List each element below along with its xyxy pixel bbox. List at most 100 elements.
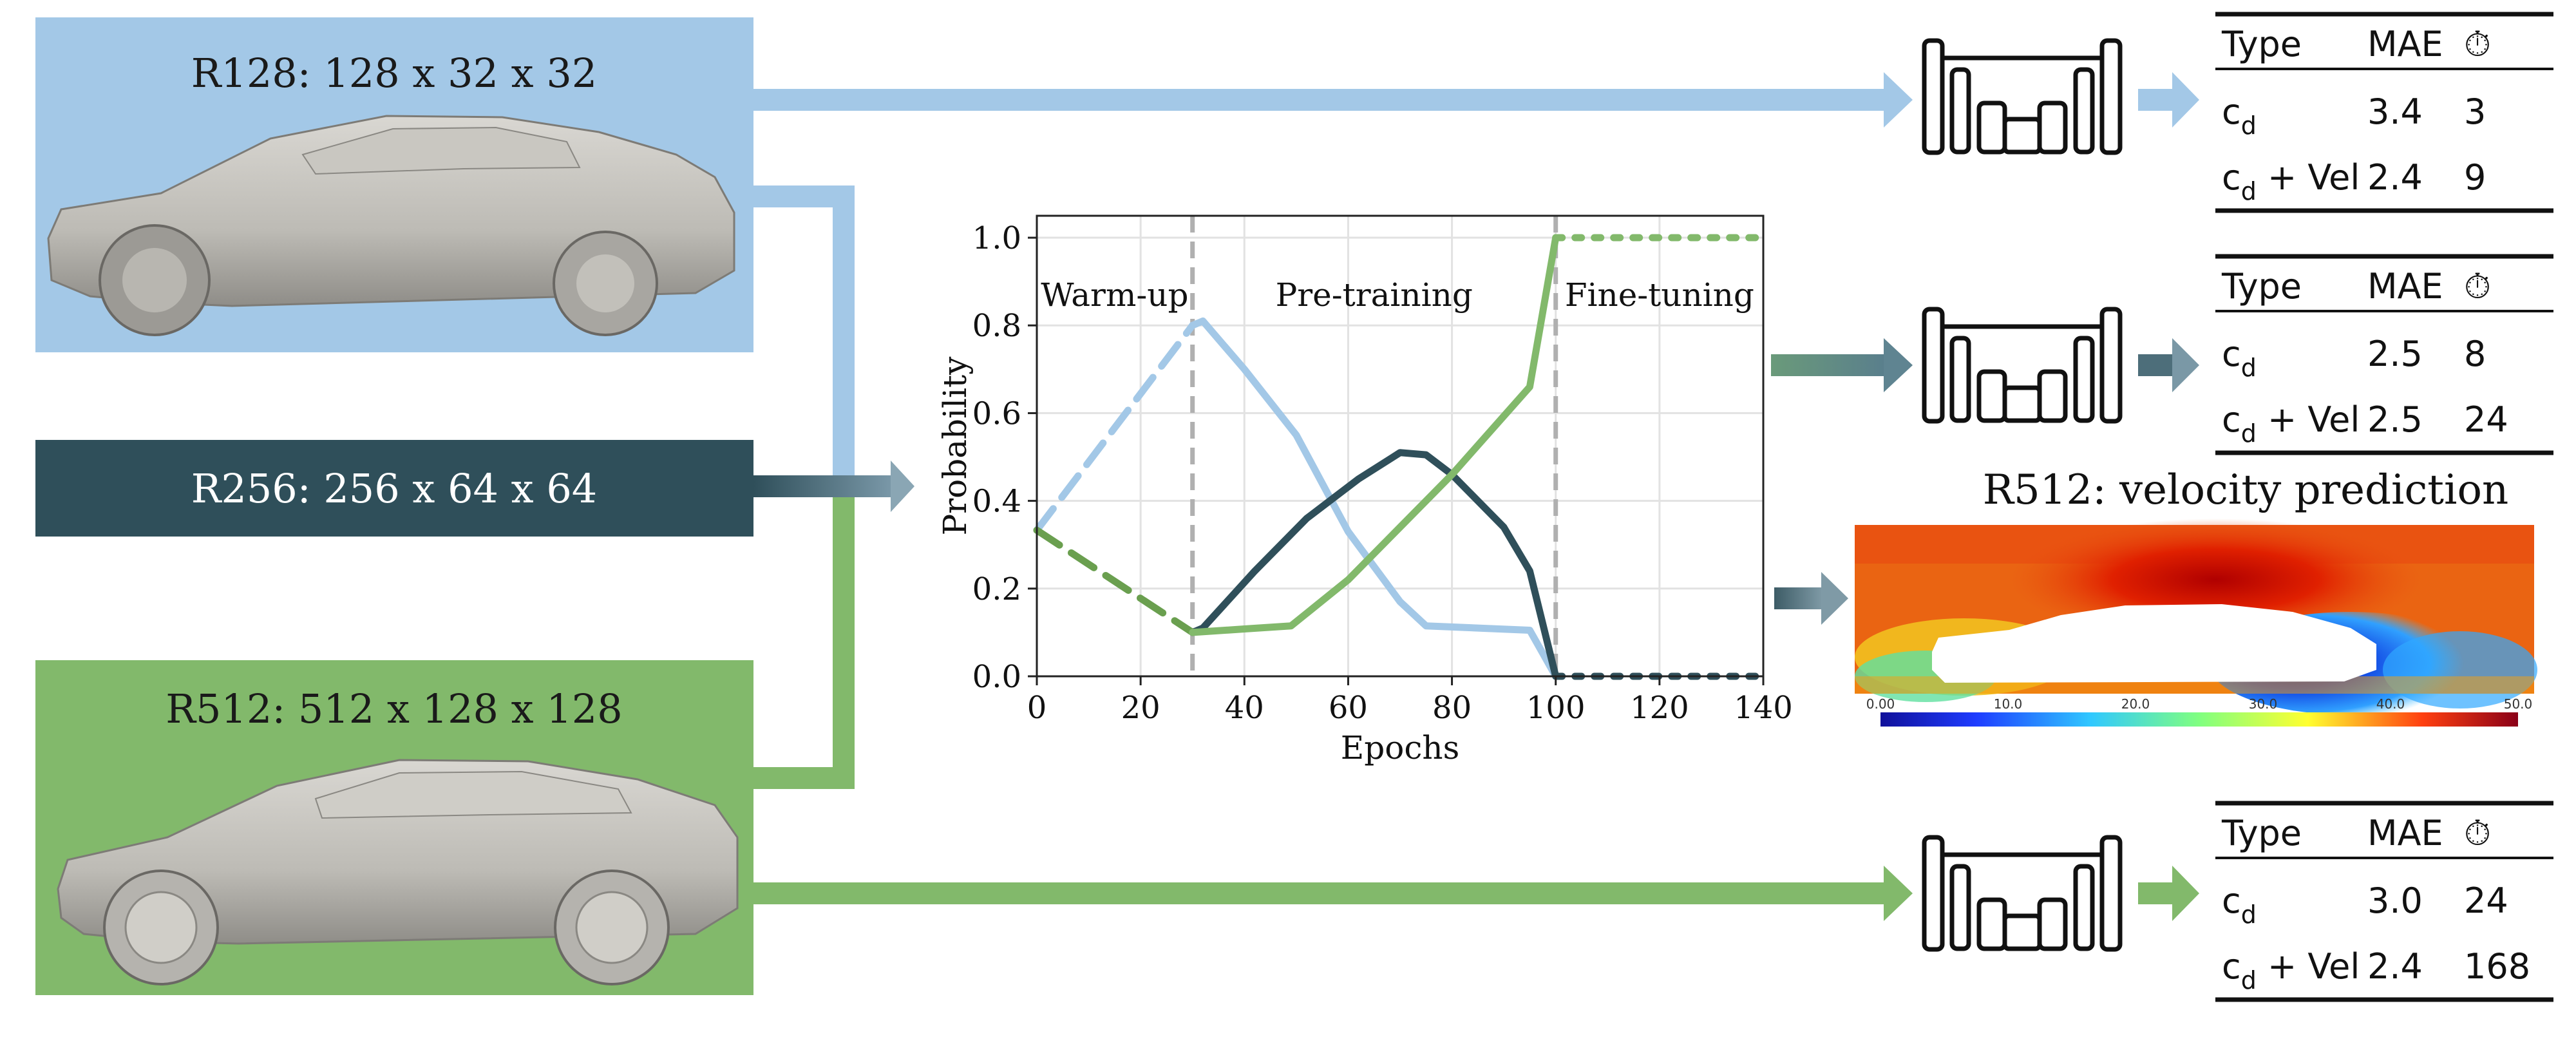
table-mae-cell: 3.0 [2367, 880, 2423, 921]
chart-frame [1036, 214, 1765, 678]
colorbar-tick-label: 50.0 [2504, 696, 2533, 712]
table-header-cell: Type [2221, 813, 2302, 853]
velocity-title: R512: velocity prediction [1983, 466, 2508, 514]
x-tick-label: 40 [1225, 690, 1264, 726]
type-suffix: + Vel [2257, 399, 2360, 440]
type-base: c [2222, 91, 2241, 132]
velocity-field-image [1855, 518, 2537, 715]
type-subscript: d [2241, 354, 2257, 382]
model-to-table-3-arrow [2172, 866, 2199, 921]
car-r128-image [47, 115, 735, 336]
table-time-cell: 8 [2464, 334, 2486, 374]
r256-panel: R256: 256 x 64 x 64 [35, 440, 753, 537]
training-schedule-chart: 0 20 40 60 80 100 120 140 0.0 0.2 0.4 0.6 0.8 1.0 War… [936, 214, 1793, 766]
series-0-line-dashed [1033, 321, 1197, 534]
x-tick-label: 60 [1329, 690, 1368, 726]
r128-label: R128: 128 x 32 x 32 [191, 50, 598, 97]
y-tick-label: 0.2 [972, 571, 1021, 607]
chart-to-mid-model-arrow [1771, 354, 1884, 376]
y-tick-label: 0.0 [972, 659, 1021, 695]
table-row: cd + Vel 2.5 24 [2222, 399, 2508, 448]
table-mae-cell: 2.4 [2367, 946, 2423, 987]
type-subscript: d [2241, 419, 2257, 448]
model-to-table-1-arrow [2172, 72, 2199, 128]
x-tick-label: 140 [1734, 690, 1793, 726]
r256-label: R256: 256 x 64 x 64 [191, 465, 598, 512]
velocity-colorbar-ticks: 0.00 10.0 20.0 30.0 40.0 50.0 [1866, 696, 2533, 712]
results-table-2: Type MAE ⏱cd 2.5 8cd + Vel 2.5 24 [2215, 254, 2553, 455]
y-tick-label: 0.8 [972, 308, 1021, 344]
r256-background [35, 440, 753, 537]
colorbar-tick-label: 10.0 [1994, 696, 2023, 712]
x-tick-label: 100 [1526, 690, 1586, 726]
model-icons [1922, 38, 2123, 952]
r256-to-chart-connector [753, 475, 892, 497]
x-tick-label: 0 [1027, 690, 1047, 726]
r512-arrow [753, 882, 1885, 904]
series-2-line-dashed [1033, 526, 1197, 636]
type-subscript: d [2241, 966, 2257, 994]
y-tick-label: 1.0 [972, 220, 1021, 256]
stopwatch-icon: ⏱ [2464, 813, 2491, 853]
colorbar-tick-label: 30.0 [2249, 696, 2278, 712]
table-time-cell: 24 [2464, 880, 2508, 921]
series-0-line-solid [1189, 317, 1560, 680]
chart-ticks: 0 20 40 60 80 100 120 140 0.0 0.2 0.4 0.6 0.8 1.0 [972, 220, 1793, 726]
type-base: c [2222, 157, 2241, 198]
table-header-cell: MAE [2367, 266, 2443, 307]
table-type-cell: cd + Vel [2222, 946, 2360, 994]
chart-series [1033, 234, 1767, 680]
table-time-cell: 9 [2464, 157, 2486, 198]
phase-label: Fine-tuning [1565, 276, 1754, 314]
type-base: c [2222, 334, 2241, 374]
chart-y-axis-label: Probability [936, 356, 974, 536]
y-tick-label: 0.6 [972, 395, 1021, 432]
colorbar-tick-label: 40.0 [2376, 696, 2405, 712]
table-type-cell: cd [2222, 880, 2257, 929]
x-tick-label: 80 [1432, 690, 1472, 726]
stopwatch-icon: ⏱ [2464, 266, 2491, 307]
chart-input-arrowhead [891, 461, 914, 512]
results-table-1: Type MAE ⏱cd 3.4 3cd + Vel 2.4 9 [2215, 12, 2553, 213]
type-suffix: + Vel [2257, 946, 2360, 987]
table-mae-cell: 2.5 [2367, 399, 2423, 440]
r128-arrow [753, 89, 1885, 111]
table-row: cd + Vel 2.4 9 [2222, 157, 2486, 205]
type-base: c [2222, 880, 2241, 921]
r128-panel: R128: 128 x 32 x 32 [35, 17, 753, 352]
phase-label: Warm-up [1041, 276, 1188, 314]
table-time-cell: 24 [2464, 399, 2508, 440]
model-to-table-2-arrow [2172, 338, 2199, 392]
series-1-line-solid [1189, 449, 1560, 680]
model-1-unet-icon [1922, 38, 2123, 155]
velocity-panel: R512: velocity prediction 0.00 10.0 20.0 30… [1855, 466, 2537, 727]
table-header-cell: Type [2221, 266, 2302, 307]
model-2-unet-icon [1922, 307, 2123, 424]
r128-to-chart-connector [753, 185, 855, 480]
table-time-cell: 168 [2464, 946, 2530, 987]
model-3-unet-icon [1922, 835, 2123, 952]
r512-label: R512: 512 x 128 x 128 [166, 685, 622, 732]
stopwatch-icon: ⏱ [2464, 24, 2491, 64]
r512-to-chart-connector [753, 486, 855, 789]
x-tick-label: 120 [1630, 690, 1689, 726]
x-tick-label: 20 [1121, 690, 1160, 726]
table-mae-cell: 2.5 [2367, 334, 2423, 374]
type-subscript: d [2241, 900, 2257, 929]
car-r512-image [57, 759, 739, 985]
table-header-cell: MAE [2367, 24, 2443, 64]
phase-label: Pre-training [1276, 276, 1473, 314]
table-row: cd 2.5 8 [2222, 334, 2486, 382]
connectors [753, 72, 2199, 921]
table-type-cell: cd + Vel [2222, 157, 2360, 205]
type-suffix: + Vel [2257, 157, 2360, 198]
velocity-colorbar [1880, 712, 2518, 727]
table-row: cd + Vel 2.4 168 [2222, 946, 2530, 994]
chart-x-axis-label: Epochs [1341, 729, 1459, 766]
type-base: c [2222, 399, 2241, 440]
table-header-cell: MAE [2367, 813, 2443, 853]
table-header-cell: Type [2221, 24, 2302, 64]
